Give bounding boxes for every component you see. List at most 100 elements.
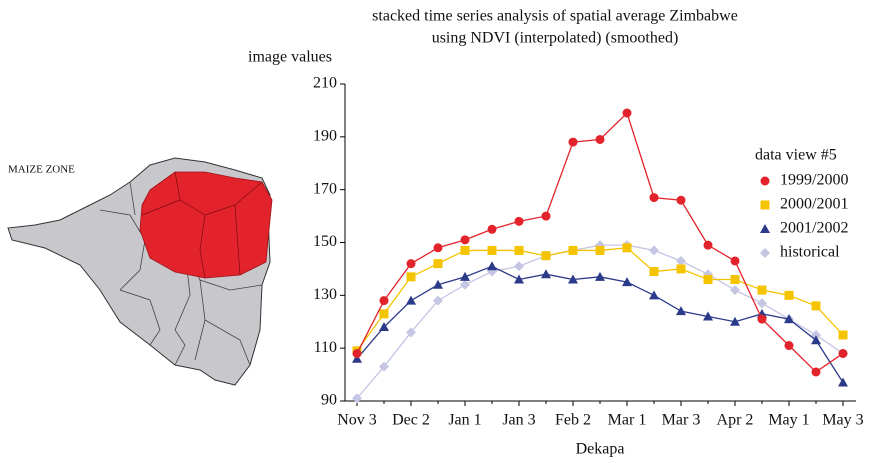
chart-subtitle: using NDVI (interpolated) (smoothed)	[432, 30, 679, 47]
point	[406, 295, 416, 305]
point	[514, 261, 524, 272]
point	[352, 353, 362, 363]
point	[514, 245, 524, 255]
point	[541, 251, 551, 261]
point	[703, 274, 713, 284]
point	[676, 306, 686, 316]
point	[622, 277, 632, 287]
point	[568, 274, 578, 284]
point	[838, 330, 848, 340]
x-tick-label: May 1	[768, 412, 809, 429]
legend-marker	[760, 176, 770, 186]
point	[460, 271, 470, 281]
point	[595, 245, 605, 255]
y-tick-label: 170	[313, 180, 337, 197]
y-tick-label: 110	[314, 339, 337, 356]
point	[406, 327, 416, 338]
y-axis-label: image values	[248, 49, 332, 66]
point	[757, 314, 767, 324]
point	[379, 322, 389, 332]
legend-label: historical	[780, 244, 840, 261]
point	[595, 271, 605, 281]
point	[730, 316, 740, 326]
y-tick-label: 190	[313, 128, 337, 145]
point	[730, 274, 740, 284]
point	[460, 279, 470, 290]
point	[514, 216, 524, 226]
point	[514, 274, 524, 284]
point	[757, 285, 767, 295]
point	[784, 341, 794, 351]
legend-marker	[760, 200, 770, 210]
point	[433, 243, 443, 253]
point	[406, 259, 416, 269]
point	[460, 235, 470, 245]
point	[541, 269, 551, 279]
point	[379, 296, 389, 306]
point	[784, 290, 794, 300]
x-tick-label: Mar 3	[662, 412, 701, 429]
maize-districts	[141, 171, 263, 279]
x-tick-label: Mar 1	[608, 412, 647, 429]
point	[352, 348, 362, 358]
point	[676, 195, 686, 205]
point	[703, 311, 713, 321]
legend-title: data view #5	[755, 147, 837, 164]
x-tick-label: Dec 2	[392, 412, 430, 429]
point	[541, 211, 551, 221]
x-axis-label: Dekapa	[576, 441, 625, 458]
legend-label: 2001/2002	[780, 220, 848, 237]
point	[676, 264, 686, 274]
point	[406, 272, 416, 282]
legend-marker	[760, 248, 770, 258]
legend-label: 1999/2000	[780, 172, 848, 189]
y-tick-label: 130	[313, 286, 337, 303]
x-tick-label: Jan 1	[448, 412, 481, 429]
point	[568, 137, 578, 147]
point	[811, 367, 821, 377]
point	[838, 348, 848, 358]
point	[433, 259, 443, 269]
point	[433, 279, 443, 289]
point	[622, 108, 632, 118]
point	[649, 245, 659, 256]
point	[649, 290, 659, 300]
x-tick-label: Jan 3	[502, 412, 535, 429]
point	[838, 377, 848, 387]
legend-marker	[760, 224, 770, 233]
point	[352, 393, 362, 404]
x-tick-label: May 3	[822, 412, 863, 429]
point	[379, 361, 389, 372]
x-tick-label: Nov 3	[337, 412, 377, 429]
y-tick-label: 90	[321, 392, 337, 409]
point	[460, 245, 470, 255]
point	[811, 335, 821, 345]
point	[811, 301, 821, 311]
series-line	[356, 265, 844, 383]
point	[487, 261, 497, 271]
point	[730, 285, 740, 296]
point	[379, 309, 389, 319]
point	[595, 134, 605, 144]
point	[487, 245, 497, 255]
map-label: MAIZE ZONE	[8, 164, 75, 176]
point	[811, 329, 821, 340]
point	[757, 298, 767, 309]
point	[730, 256, 740, 266]
y-tick-label: 210	[313, 75, 337, 92]
point	[568, 245, 578, 255]
y-tick-label: 150	[313, 233, 337, 250]
x-tick-label: Apr 2	[717, 412, 754, 429]
point	[487, 224, 497, 234]
chart-title: stacked time series analysis of spatial …	[372, 8, 738, 25]
series-line	[356, 247, 844, 352]
map: MAIZE ZONE	[7, 157, 273, 386]
point	[433, 295, 443, 306]
point	[676, 255, 686, 266]
maize-zone	[139, 171, 273, 279]
point	[649, 267, 659, 277]
point	[784, 314, 794, 324]
legend-label: 2000/2001	[780, 196, 848, 213]
